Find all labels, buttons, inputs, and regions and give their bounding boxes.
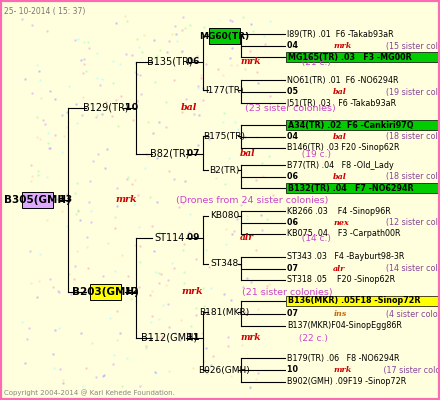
Text: B902(GMH) .09F19 -Sinop72R: B902(GMH) .09F19 -Sinop72R: [287, 378, 407, 386]
Text: mrk: mrk: [240, 58, 260, 66]
Text: NO61(TR) .01  F6 -NO6294R: NO61(TR) .01 F6 -NO6294R: [287, 76, 399, 84]
FancyBboxPatch shape: [286, 296, 439, 306]
Text: bal: bal: [333, 88, 347, 96]
Text: B026(GMH): B026(GMH): [198, 366, 250, 374]
FancyBboxPatch shape: [209, 28, 240, 44]
Text: Copyright 2004-2014 @ Karl Kehede Foundation.: Copyright 2004-2014 @ Karl Kehede Founda…: [4, 389, 175, 396]
Text: (21 c.): (21 c.): [296, 58, 331, 66]
Text: B82(TR): B82(TR): [150, 149, 189, 159]
Text: 09: 09: [187, 234, 203, 242]
Text: 07: 07: [187, 150, 203, 158]
Text: 06: 06: [287, 172, 301, 181]
Text: (21 sister colonies): (21 sister colonies): [239, 288, 333, 296]
Text: I51(TR) .03   F6 -Takab93aR: I51(TR) .03 F6 -Takab93aR: [287, 99, 396, 108]
Text: B137(MKR)F04-SinopEgg86R: B137(MKR)F04-SinopEgg86R: [287, 322, 402, 330]
Text: 13: 13: [59, 196, 76, 204]
Text: (18 sister colonies): (18 sister colonies): [381, 132, 440, 141]
Text: (19 c.): (19 c.): [296, 150, 331, 158]
Text: mrk: mrk: [333, 42, 352, 50]
Text: (14 c.): (14 c.): [296, 234, 331, 242]
Text: alr: alr: [333, 265, 346, 273]
Text: B132(TR) .04   F7 -NO6294R: B132(TR) .04 F7 -NO6294R: [288, 184, 414, 192]
Text: (19 sister colonies): (19 sister colonies): [381, 88, 440, 96]
Text: mrk: mrk: [181, 288, 203, 296]
Text: 07: 07: [287, 310, 301, 318]
Text: 10: 10: [287, 366, 301, 374]
FancyBboxPatch shape: [286, 52, 439, 62]
Text: B77(TR) .04   F8 -Old_Lady: B77(TR) .04 F8 -Old_Lady: [287, 161, 394, 170]
Text: 06: 06: [287, 218, 301, 227]
Text: B203(GMH): B203(GMH): [72, 287, 139, 297]
Text: ins: ins: [333, 310, 347, 318]
FancyBboxPatch shape: [286, 120, 439, 130]
Text: (12 sister colonies): (12 sister colonies): [381, 218, 440, 227]
Text: 07: 07: [287, 264, 301, 273]
Text: (4 sister colonies): (4 sister colonies): [381, 310, 440, 318]
Text: B135(TR): B135(TR): [147, 57, 192, 67]
Text: mrk: mrk: [333, 366, 352, 374]
Text: (23 sister colonies): (23 sister colonies): [239, 104, 336, 112]
Text: nex: nex: [333, 219, 349, 227]
Text: (15 sister colonies): (15 sister colonies): [381, 42, 440, 50]
Text: bal: bal: [333, 133, 347, 141]
Text: B146(TR) .03 F20 -Sinop62R: B146(TR) .03 F20 -Sinop62R: [287, 144, 400, 152]
FancyBboxPatch shape: [22, 192, 53, 208]
Text: (17 sister colonies): (17 sister colonies): [381, 366, 440, 374]
Text: B175(TR): B175(TR): [203, 132, 246, 140]
Text: I177(TR): I177(TR): [205, 86, 244, 94]
Text: 04: 04: [287, 132, 301, 141]
Text: 11: 11: [187, 334, 203, 342]
Text: (22 c.): (22 c.): [296, 334, 328, 342]
Text: (18 sister colonies): (18 sister colonies): [381, 172, 440, 181]
Text: 06: 06: [187, 58, 202, 66]
FancyBboxPatch shape: [286, 183, 439, 193]
Text: 04: 04: [287, 42, 301, 50]
Text: B112(GMH): B112(GMH): [141, 333, 198, 343]
Text: B2(TR): B2(TR): [209, 166, 240, 174]
Text: MG165(TR) .03   F3 -MG00R: MG165(TR) .03 F3 -MG00R: [288, 53, 411, 62]
Text: 05: 05: [287, 88, 301, 96]
Text: I89(TR) .01  F6 -Takab93aR: I89(TR) .01 F6 -Takab93aR: [287, 30, 394, 38]
Text: (Drones from 24 sister colonies): (Drones from 24 sister colonies): [173, 196, 329, 204]
Text: bal: bal: [240, 150, 256, 158]
Text: bal: bal: [333, 173, 347, 181]
Text: B179(TR) .06   F8 -NO6294R: B179(TR) .06 F8 -NO6294R: [287, 354, 400, 362]
Text: 12: 12: [125, 288, 142, 296]
Text: B181(MKR): B181(MKR): [199, 308, 249, 316]
Text: MG60(TR): MG60(TR): [199, 32, 249, 40]
Text: ST114: ST114: [154, 233, 185, 243]
Text: ST343 .03   F4 -Bayburt98-3R: ST343 .03 F4 -Bayburt98-3R: [287, 252, 405, 261]
Text: (14 sister colonies): (14 sister colonies): [381, 264, 440, 273]
Text: B305(GMH): B305(GMH): [4, 195, 71, 205]
Text: 10: 10: [125, 104, 142, 112]
Text: KB075 .04    F3 -Carpath00R: KB075 .04 F3 -Carpath00R: [287, 230, 401, 238]
Text: 25- 10-2014 ( 15: 37): 25- 10-2014 ( 15: 37): [4, 7, 86, 16]
Text: B136(MKR) .05F18 -Sinop72R: B136(MKR) .05F18 -Sinop72R: [288, 296, 420, 305]
Text: KB266 .03    F4 -Sinop96R: KB266 .03 F4 -Sinop96R: [287, 207, 391, 216]
Text: bal: bal: [181, 104, 198, 112]
FancyBboxPatch shape: [90, 284, 121, 300]
Text: ST318 .05    F20 -Sinop62R: ST318 .05 F20 -Sinop62R: [287, 276, 396, 284]
Text: alr: alr: [240, 234, 254, 242]
Text: A34(TR) .02  F6 -Cankiri97Q: A34(TR) .02 F6 -Cankiri97Q: [288, 121, 413, 130]
Text: KB080: KB080: [210, 212, 239, 220]
Text: mrk: mrk: [240, 334, 260, 342]
Text: mrk: mrk: [115, 196, 137, 204]
Text: ST348: ST348: [210, 260, 238, 268]
Text: B129(TR): B129(TR): [83, 103, 128, 113]
